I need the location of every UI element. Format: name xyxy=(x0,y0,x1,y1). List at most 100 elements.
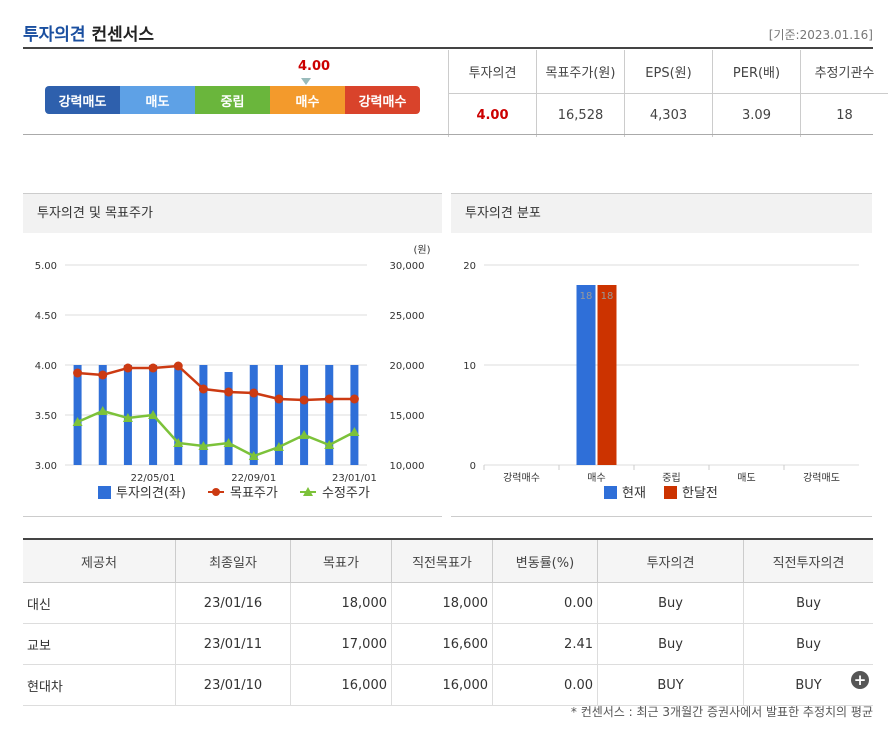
provider-cell: 현대차 xyxy=(23,664,176,706)
prev-opinion-cell: BUY xyxy=(743,664,873,706)
base-date: [기준:2023.01.16] xyxy=(768,28,873,42)
column-header: 직전목표가 xyxy=(391,540,493,583)
opinion-bar xyxy=(325,365,334,465)
target-cell: 16,000 xyxy=(290,664,392,706)
opinion-bar xyxy=(300,365,309,465)
divider xyxy=(23,538,873,540)
scale-hold: 중립 xyxy=(195,86,270,114)
bar-value-label: 18 xyxy=(601,291,614,302)
opinion-bar xyxy=(350,365,359,465)
summary-header: 투자의견 xyxy=(448,50,537,94)
target-price-line xyxy=(77,364,355,402)
panel-title: 투자의견 및 목표주가 xyxy=(23,193,442,233)
opinion-bar xyxy=(274,365,283,465)
bar-value-label: 18 xyxy=(580,291,593,302)
scale-strong-sell: 강력매도 xyxy=(45,86,120,114)
legend-label: 목표주가 xyxy=(230,486,278,501)
y-tick-label: 20 xyxy=(463,261,476,272)
adjusted-price-point xyxy=(223,438,234,447)
y-tick-label: 10 xyxy=(463,361,476,372)
scale-sell: 매도 xyxy=(120,86,195,114)
x-tick-label: 매수 xyxy=(587,472,605,484)
column-header: 변동률(%) xyxy=(492,540,598,583)
target-price-point xyxy=(123,363,133,373)
change-cell: 2.41 xyxy=(492,623,598,665)
y-right-tick-label: 30,000 xyxy=(390,261,425,272)
target-cell: 18,000 xyxy=(290,582,392,624)
x-tick-label: 22/05/01 xyxy=(131,473,176,484)
adjusted-price-point xyxy=(248,451,259,460)
date-cell: 23/01/10 xyxy=(175,664,291,706)
adjusted-price-point xyxy=(349,427,360,436)
provider-cell: 교보 xyxy=(23,623,176,665)
table-row: 대신 23/01/16 18,000 18,000 0.00 Buy Buy xyxy=(23,582,873,624)
x-tick-label: 23/01/01 xyxy=(332,473,377,484)
x-tick-label: 강력매수 xyxy=(503,472,540,484)
y-right-tick-label: 10,000 xyxy=(390,461,425,472)
legend-point-swatch xyxy=(303,487,313,496)
target-price-point xyxy=(198,384,208,394)
opinion-bar xyxy=(199,365,208,465)
target-price-point xyxy=(249,388,259,398)
opinion-scale: 강력매도 매도 중립 매수 강력매수 xyxy=(45,86,420,114)
y-left-tick-label: 4.50 xyxy=(35,311,57,322)
adjusted-price-point xyxy=(273,442,284,451)
opinion-cell: Buy xyxy=(597,623,744,665)
x-tick-label: 매도 xyxy=(737,472,755,484)
summary-opinion: 4.00 xyxy=(448,93,537,137)
legend-swatch xyxy=(664,486,677,499)
divider xyxy=(23,134,873,135)
panel-title: 투자의견 분포 xyxy=(451,193,872,233)
adjusted-price-point xyxy=(97,406,108,415)
legend-label: 한달전 xyxy=(682,486,718,501)
change-cell: 0.00 xyxy=(492,664,598,706)
legend-label: 투자의견(좌) xyxy=(116,486,186,501)
x-tick-label: 22/09/01 xyxy=(231,473,276,484)
column-header: 직전투자의견 xyxy=(743,540,873,583)
opinion-bar xyxy=(249,365,258,465)
target-price-point xyxy=(98,370,108,380)
prev-target-cell: 16,000 xyxy=(391,664,493,706)
date-cell: 23/01/16 xyxy=(175,582,291,624)
distribution-bar xyxy=(597,285,617,465)
adjusted-price-point xyxy=(198,441,209,450)
y-left-tick-label: 3.50 xyxy=(35,411,57,422)
target-price-point xyxy=(148,363,158,373)
y-right-tick-label: 20,000 xyxy=(390,361,425,372)
broker-table: 제공처 최종일자 목표가 직전목표가 변동률(%) 투자의견 직전투자의견 대신… xyxy=(23,540,873,706)
y-left-tick-label: 5.00 xyxy=(35,261,57,272)
summary-eps: 4,303 xyxy=(624,93,713,137)
summary-header: 추정기관수 xyxy=(800,50,888,94)
title-sub: 컨센서스 xyxy=(91,25,155,45)
legend-swatch xyxy=(604,486,617,499)
target-cell: 17,000 xyxy=(290,623,392,665)
target-price-point xyxy=(299,395,309,405)
adjusted-price-point xyxy=(299,430,310,439)
opinion-cell: BUY xyxy=(597,664,744,706)
title-main: 투자의견 xyxy=(23,25,86,45)
y-left-tick-label: 4.00 xyxy=(35,361,57,372)
target-price-point xyxy=(73,368,83,378)
y-right-tick-label: 25,000 xyxy=(390,311,425,322)
scale-buy: 매수 xyxy=(270,86,345,114)
opinion-price-panel: 투자의견 및 목표주가 5.00 30,000 4.50 25,000 4.00 20,0… xyxy=(23,193,442,517)
prev-opinion-cell: Buy xyxy=(743,582,873,624)
y-right-unit: (원) xyxy=(413,244,430,256)
opinion-marker-icon xyxy=(301,78,311,85)
legend-bar-swatch xyxy=(98,486,111,499)
expand-plus-icon[interactable]: + xyxy=(851,671,869,689)
summary-header: EPS(원) xyxy=(624,50,713,94)
opinion-price-chart: 5.00 30,000 4.50 25,000 4.00 20,000 3.50 15,000… xyxy=(35,244,431,501)
legend-label: 수정주가 xyxy=(322,486,370,501)
scale-strong-buy: 강력매수 xyxy=(345,86,420,114)
y-right-tick-label: 15,000 xyxy=(390,411,425,422)
footnote: * 컨센서스 : 최근 3개월간 증권사에서 발표한 추정치의 평균 xyxy=(570,705,873,719)
target-price-point xyxy=(324,394,334,404)
column-header: 투자의견 xyxy=(597,540,744,583)
adjusted-price-point xyxy=(324,440,335,449)
table-row: 현대차 23/01/10 16,000 16,000 0.00 BUY BUY xyxy=(23,664,873,706)
change-cell: 0.00 xyxy=(492,582,598,624)
opinion-cell: Buy xyxy=(597,582,744,624)
prev-target-cell: 18,000 xyxy=(391,582,493,624)
